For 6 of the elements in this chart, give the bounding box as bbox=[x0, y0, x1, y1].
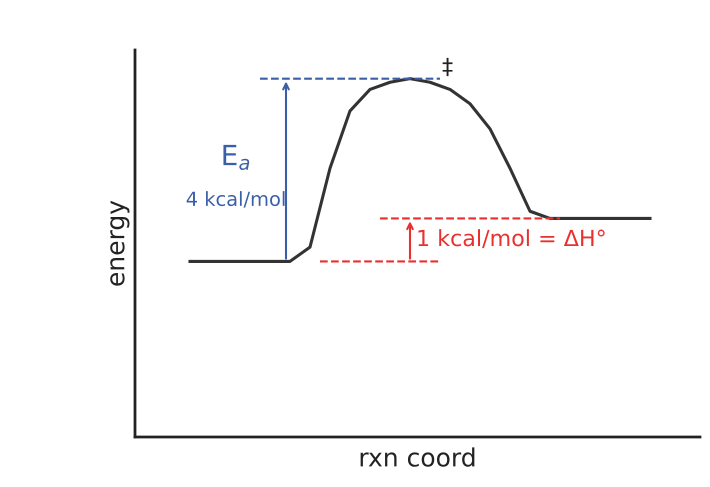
annotation: E$_{a}$ bbox=[223, 144, 250, 170]
x-axis-title: rxn coord bbox=[360, 447, 474, 467]
text: ‡ bbox=[442, 58, 452, 76]
annotation: 1 kcal/mol = ΔH° bbox=[418, 229, 605, 248]
annotation: 4 kcal/mol bbox=[186, 191, 284, 208]
y-axis-title: energy bbox=[110, 200, 130, 286]
